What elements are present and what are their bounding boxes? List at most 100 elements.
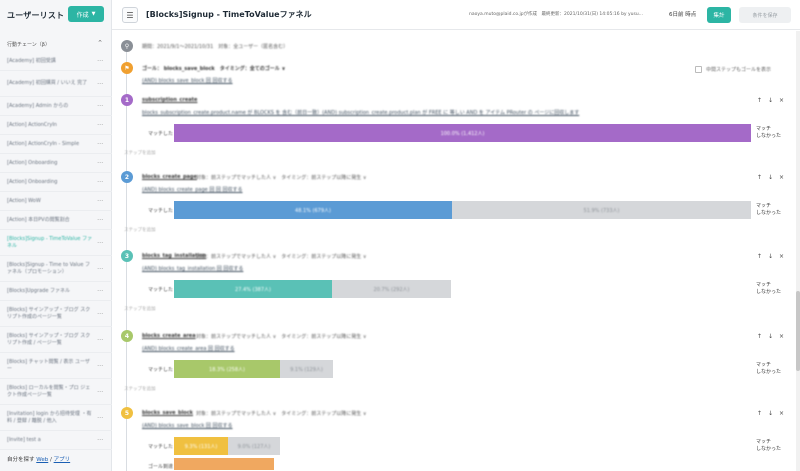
create-button[interactable]: 作成 ▼: [68, 6, 104, 22]
unmatched-bar-label: 9.1% (129人): [290, 366, 323, 373]
close-icon[interactable]: ×: [778, 410, 784, 417]
sidebar-item[interactable]: [Invitation] login から招待受理 ・有料 / 登録 / 離脱 …: [0, 405, 112, 431]
sidebar-item[interactable]: [Academy] Admin からの ⋯: [0, 97, 112, 116]
add-step-link[interactable]: ステップを追加: [124, 387, 156, 392]
sidebar-item[interactable]: [Action] Onboarding ⋯: [0, 173, 112, 192]
add-step-link[interactable]: ステップを追加: [124, 151, 156, 156]
aggregate-button[interactable]: 集計: [707, 7, 731, 23]
close-icon[interactable]: ×: [778, 253, 784, 260]
matched-bar-label: 48.1% (679人): [295, 207, 331, 214]
more-icon[interactable]: ⋯: [97, 102, 103, 110]
step-condition[interactable]: (AND) blocks_create_area 回 回収する: [142, 346, 235, 352]
more-icon[interactable]: ⋯: [97, 388, 103, 395]
base-condition[interactable]: 期間：2021/9/1〜2021/10/31 対象：全ユーザー（匿名含む）: [142, 44, 289, 50]
sidebar-item[interactable]: [Blocks] サインアップ・ブログ スクリプト作成のページ一覧 ⋯: [0, 301, 112, 327]
sidebar-item[interactable]: [Blocks] チャット閲覧 / 表示 ユーザー ⋯: [0, 353, 112, 379]
more-icon[interactable]: ⋯: [97, 57, 103, 65]
more-icon[interactable]: ⋯: [97, 216, 103, 224]
show-goal-checkbox[interactable]: [695, 66, 702, 73]
save-conditions-button[interactable]: 条件を保存: [739, 7, 791, 23]
sidebar-item[interactable]: [Blocks] ローカルを閲覧・プロ ジェクト作成ページ一覧 ⋯: [0, 379, 112, 405]
sidebar-item[interactable]: [Blocks]Upgrade ファネル ⋯: [0, 282, 112, 301]
step-condition[interactable]: (AND) blocks_save_block 回 回収する: [142, 423, 233, 429]
add-step-link[interactable]: ステップを追加: [124, 307, 156, 312]
more-icon[interactable]: ⋯: [97, 362, 103, 369]
matched-bar[interactable]: 100.0% (1,412人): [174, 124, 751, 142]
step-target-timing[interactable]: 対象：前ステップでマッチした人 ∨ タイミング：前ステップ以降に発生 ∨: [196, 334, 367, 340]
sidebar-item[interactable]: [Action] ActionCryIn ⋯: [0, 116, 112, 135]
matched-bar[interactable]: 27.4% (387人): [174, 280, 332, 298]
step-target-timing[interactable]: 対象：前ステップでマッチした人 ∨ タイミング：前ステップ以降に発生 ∨: [196, 254, 367, 260]
step-event-name[interactable]: blocks_tag_installation: [142, 253, 207, 259]
chevron-up-icon[interactable]: ⌃: [97, 39, 103, 47]
close-icon[interactable]: ×: [778, 174, 784, 181]
matched-bar[interactable]: 18.3% (258人): [174, 360, 280, 378]
step-event-name[interactable]: blocks_create_area: [142, 333, 196, 339]
sidebar-item[interactable]: [Academy] 初回購買 / いいえ 完了 ⋯: [0, 71, 112, 97]
matched-bar[interactable]: 9.3% (131人): [174, 437, 228, 455]
move-up-icon[interactable]: ↑: [756, 97, 762, 104]
more-icon[interactable]: ⋯: [97, 121, 103, 129]
unmatched-bar[interactable]: 9.0% (127人): [228, 437, 280, 455]
sidebar-item-active[interactable]: [Blocks]Signup - TimeToValue ファネル ⋯: [0, 230, 112, 256]
sidebar-item[interactable]: [Action] 本日PVの閲覧割合 ⋯: [0, 211, 112, 230]
sidebar-item[interactable]: [Blocks]Signup - Time to Value ファネル（プロモー…: [0, 256, 112, 282]
move-down-icon[interactable]: ↓: [767, 97, 773, 104]
add-step-link[interactable]: ステップを追加: [124, 228, 156, 233]
sidebar-item[interactable]: [Blocks] サインアップ・ブログ スクリプト作成 / ページ一覧 ⋯: [0, 327, 112, 353]
goal-subcondition[interactable]: (AND) blocks_save_block 回 回収する: [142, 78, 233, 84]
more-icon[interactable]: ⋯: [97, 80, 103, 87]
move-down-icon[interactable]: ↓: [767, 333, 773, 340]
matched-bar[interactable]: 48.1% (679人): [174, 201, 452, 219]
step-event-name[interactable]: blocks_save_block: [142, 410, 194, 416]
unmatched-bar[interactable]: 51.9% (733人): [452, 201, 751, 219]
more-icon[interactable]: ⋯: [97, 436, 103, 444]
close-icon[interactable]: ×: [778, 97, 784, 104]
step-condition[interactable]: (AND) blocks_tag_installation 回 回収する: [142, 266, 244, 272]
more-icon[interactable]: ⋯: [97, 140, 103, 148]
close-icon[interactable]: ×: [778, 333, 784, 340]
scrollbar-thumb[interactable]: [796, 291, 800, 371]
footer-web-link[interactable]: Web: [36, 457, 49, 463]
goal-reached-bar[interactable]: [174, 458, 274, 470]
move-down-icon[interactable]: ↓: [767, 410, 773, 417]
more-icon[interactable]: ⋯: [97, 178, 103, 186]
sidebar-item[interactable]: [Action] WoW ⋯: [0, 192, 112, 211]
goal-condition[interactable]: ゴール： blocks_save_block タイミング：全てのゴール ∨: [142, 66, 286, 72]
sidebar-section-header[interactable]: 行動チェーン（β） ⌃: [0, 38, 112, 50]
unmatched-bar[interactable]: 9.1% (129人): [280, 360, 333, 378]
step-condition[interactable]: blocks_subscription_create.product.name …: [142, 110, 580, 116]
step-event-name[interactable]: blocks_create_page: [142, 174, 197, 180]
sidebar-item[interactable]: [Action] ActionCryIn - Simple ⋯: [0, 135, 112, 154]
menu-icon[interactable]: ☰: [122, 7, 138, 23]
more-icon[interactable]: ⋯: [97, 414, 103, 421]
more-icon[interactable]: ⋯: [97, 239, 103, 246]
meta-info: naoya.muto@plaid.co.jpが作成 最終更新：2021/10/3…: [469, 12, 644, 17]
unmatched-bar[interactable]: 20.7% (292人): [332, 280, 451, 298]
footer-app-link[interactable]: アプリ: [53, 457, 71, 463]
more-icon[interactable]: ⋯: [97, 265, 103, 272]
sidebar-item-label: [Action] WoW: [7, 197, 41, 204]
move-down-icon[interactable]: ↓: [767, 174, 773, 181]
sidebar-item[interactable]: [Invite] test a ⋯: [0, 431, 112, 450]
step-condition[interactable]: (AND) blocks_create_page 回 回 回収する: [142, 187, 243, 193]
more-icon[interactable]: ⋯: [97, 287, 103, 295]
sidebar-item[interactable]: [Academy] 初回受講 ⋯: [0, 52, 112, 71]
move-up-icon[interactable]: ↑: [756, 253, 762, 260]
step-target-timing[interactable]: 対象：前ステップでマッチした人 ∨ タイミング：前ステップ以降に発生 ∨: [196, 411, 367, 417]
move-up-icon[interactable]: ↑: [756, 410, 762, 417]
move-down-icon[interactable]: ↓: [767, 253, 773, 260]
legend-line-2: しなかった: [756, 133, 782, 139]
more-icon[interactable]: ⋯: [97, 197, 103, 205]
step-target-timing[interactable]: 対象：前ステップでマッチした人 ∨ タイミング：前ステップ以降に発生 ∨: [196, 175, 367, 181]
step-event-name[interactable]: subscription_create: [142, 97, 198, 103]
create-button-label: 作成: [76, 11, 89, 19]
sidebar-item[interactable]: [Action] Onboarding ⋯: [0, 154, 112, 173]
scrollbar[interactable]: [796, 31, 800, 471]
more-icon[interactable]: ⋯: [97, 336, 103, 343]
move-up-icon[interactable]: ↑: [756, 174, 762, 181]
move-up-icon[interactable]: ↑: [756, 333, 762, 340]
filter-node-icon: ⚲: [121, 40, 133, 52]
more-icon[interactable]: ⋯: [97, 159, 103, 167]
more-icon[interactable]: ⋯: [97, 310, 103, 317]
